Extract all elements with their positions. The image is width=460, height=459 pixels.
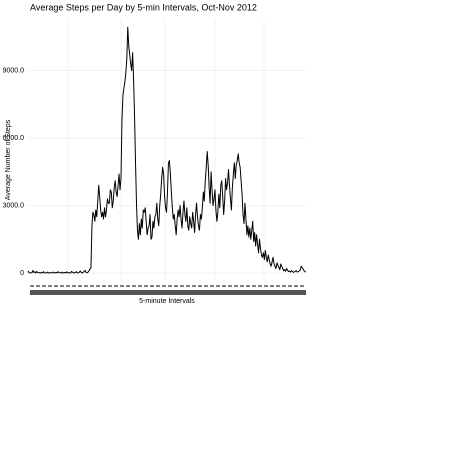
y-axis-title: Average Number of Steps — [5, 119, 12, 200]
x-axis-title: 5-minute Intervals — [139, 298, 195, 305]
chart-title: Average Steps per Day by 5-min Intervals… — [30, 2, 257, 12]
x-label-overlap — [30, 290, 306, 295]
y-tick-label: 9000.0 — [3, 67, 25, 74]
line-series — [27, 26, 307, 274]
y-tick-label: 6000.0 — [3, 135, 25, 142]
y-tick-label: 3000.0 — [3, 202, 25, 209]
x-axis-label-band — [30, 285, 306, 295]
y-tick-label: 0 — [20, 270, 24, 277]
